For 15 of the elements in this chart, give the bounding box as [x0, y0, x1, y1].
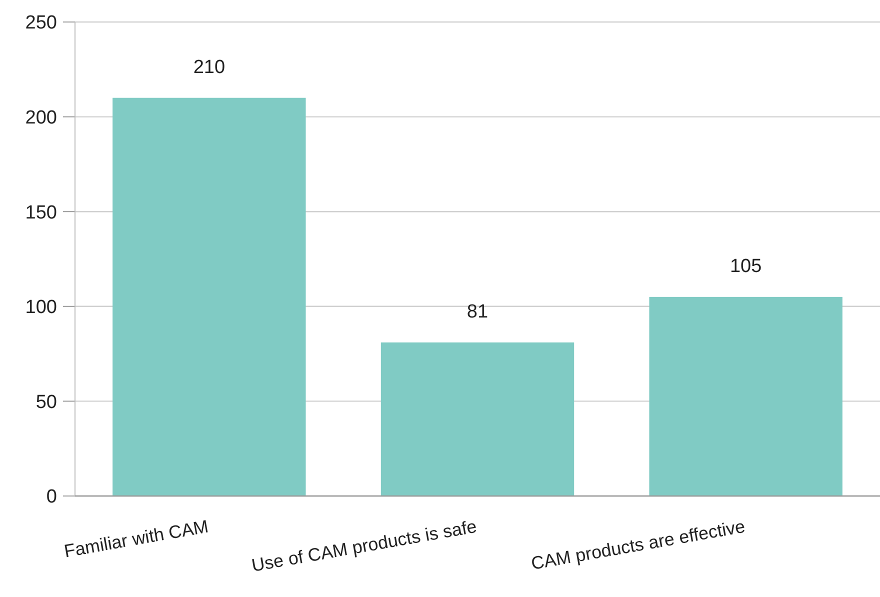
y-tick-label: 0 [46, 486, 57, 508]
data-label: 210 [193, 56, 226, 78]
x-tick-label: Familiar with CAM [62, 516, 210, 562]
x-tick-label: CAM products are effective [530, 516, 747, 574]
bar [380, 342, 574, 496]
data-label: 81 [466, 301, 488, 322]
bar [649, 296, 842, 496]
y-tick-label: 250 [25, 12, 57, 34]
y-tick-label: 100 [25, 297, 57, 318]
data-label: 105 [730, 256, 762, 277]
y-tick-label: 200 [25, 107, 57, 128]
y-tick-label: 50 [36, 392, 57, 413]
y-tick-label: 150 [25, 202, 57, 224]
x-tick-label: Use of CAM products is safe [250, 516, 478, 576]
bar [112, 98, 306, 496]
